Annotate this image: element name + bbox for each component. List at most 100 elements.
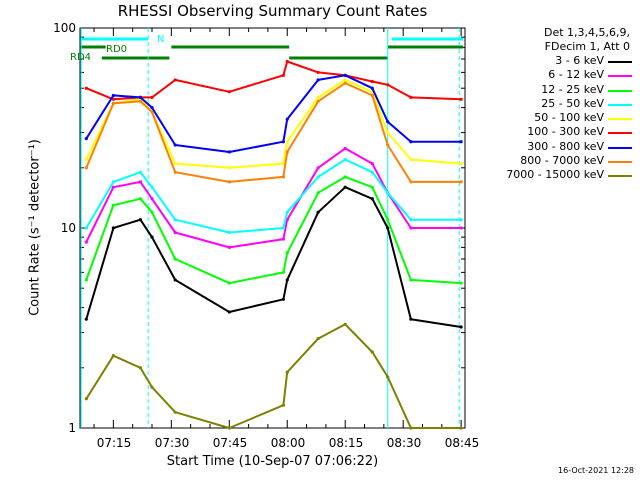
legend-swatch — [608, 118, 632, 121]
generated-timestamp: 16-Oct-2021 12:28 — [558, 466, 634, 475]
data-point — [370, 93, 374, 98]
data-point — [227, 150, 231, 154]
data-point — [386, 143, 390, 147]
data-point — [343, 78, 347, 82]
data-point — [138, 366, 143, 370]
data-point — [459, 426, 463, 430]
data-point — [285, 150, 289, 154]
data-point — [316, 166, 320, 170]
data-point — [173, 257, 177, 261]
state-label-rd4: RD4 — [70, 52, 92, 63]
legend-label: 100 - 300 keV — [527, 125, 604, 139]
data-point — [285, 210, 289, 214]
data-point — [409, 426, 413, 430]
data-point — [459, 226, 463, 230]
data-point — [281, 237, 285, 241]
data-point — [111, 93, 115, 98]
data-point — [316, 95, 320, 99]
state-label-rd0: RD0 — [106, 44, 128, 55]
legend-entry: 25 - 50 keV — [470, 97, 636, 111]
data-point — [84, 317, 88, 321]
data-point — [386, 191, 390, 195]
data-point — [285, 140, 289, 144]
x-tick-label: 07:45 — [212, 436, 248, 450]
data-point — [370, 350, 374, 354]
data-point — [227, 230, 231, 235]
data-point — [316, 210, 320, 214]
data-point — [409, 180, 413, 184]
data-point — [386, 226, 390, 230]
data-point — [459, 97, 463, 101]
data-point — [409, 317, 413, 321]
series-line — [85, 82, 462, 183]
legend-label: 25 - 50 keV — [541, 96, 604, 110]
data-point — [386, 218, 390, 222]
legend-swatch — [608, 75, 632, 78]
x-tick-label: 08:00 — [270, 436, 306, 450]
legend-swatch — [608, 132, 632, 135]
data-point — [227, 245, 231, 249]
x-tick-label: 08:45 — [444, 436, 480, 450]
data-point — [316, 191, 320, 195]
legend: 3 - 6 keV 6 - 12 keV 12 - 25 keV 25 - 50… — [470, 54, 636, 183]
legend-swatch — [608, 161, 632, 164]
legend-entry: 3 - 6 keV — [470, 54, 636, 68]
data-point — [370, 86, 374, 90]
data-point — [316, 336, 320, 341]
legend-entry: 100 - 300 keV — [470, 125, 636, 139]
y-tick-label: 100 — [53, 21, 76, 35]
data-point — [138, 170, 143, 174]
data-point — [111, 226, 115, 230]
data-point — [370, 170, 374, 174]
data-point — [386, 130, 390, 135]
data-point — [343, 322, 347, 326]
data-point — [370, 185, 374, 189]
data-point — [138, 99, 143, 103]
data-point — [84, 240, 88, 244]
data-point — [459, 180, 463, 184]
legend-swatch — [608, 146, 632, 149]
data-point — [316, 175, 320, 179]
data-point — [150, 95, 154, 99]
data-point — [150, 105, 154, 110]
data-point — [459, 161, 463, 166]
legend-label: 300 - 800 keV — [527, 139, 604, 153]
data-point — [111, 185, 115, 189]
data-point — [111, 203, 115, 207]
data-point — [281, 297, 285, 301]
state-label-n: N — [157, 34, 165, 45]
data-point — [173, 78, 177, 82]
data-point — [173, 230, 177, 235]
detector-info: Det 1,3,4,5,6,9, — [543, 26, 630, 39]
data-point — [111, 180, 115, 184]
data-point — [138, 180, 143, 184]
data-point — [343, 146, 347, 151]
data-point — [409, 226, 413, 230]
data-point — [409, 140, 413, 144]
series-line — [85, 78, 462, 169]
data-point — [409, 218, 413, 222]
data-point — [281, 403, 285, 407]
legend-label: 12 - 25 keV — [541, 82, 604, 96]
series-line — [85, 158, 462, 234]
series-line — [85, 175, 462, 285]
data-point — [138, 218, 143, 222]
data-point — [138, 95, 143, 99]
legend-label: 50 - 100 keV — [534, 111, 604, 125]
x-tick-label: 08:30 — [386, 436, 422, 450]
legend-entry: 50 - 100 keV — [470, 111, 636, 125]
data-point — [173, 218, 177, 222]
data-point — [227, 281, 231, 285]
y-tick-label: 1 — [68, 421, 76, 435]
legend-label: 7000 - 15000 keV — [506, 168, 604, 182]
data-point — [386, 120, 390, 124]
data-point — [316, 99, 320, 103]
data-point — [150, 185, 154, 189]
data-point — [173, 170, 177, 174]
data-point — [285, 278, 289, 282]
data-point — [370, 197, 374, 201]
data-point — [386, 375, 390, 379]
data-point — [316, 70, 320, 74]
